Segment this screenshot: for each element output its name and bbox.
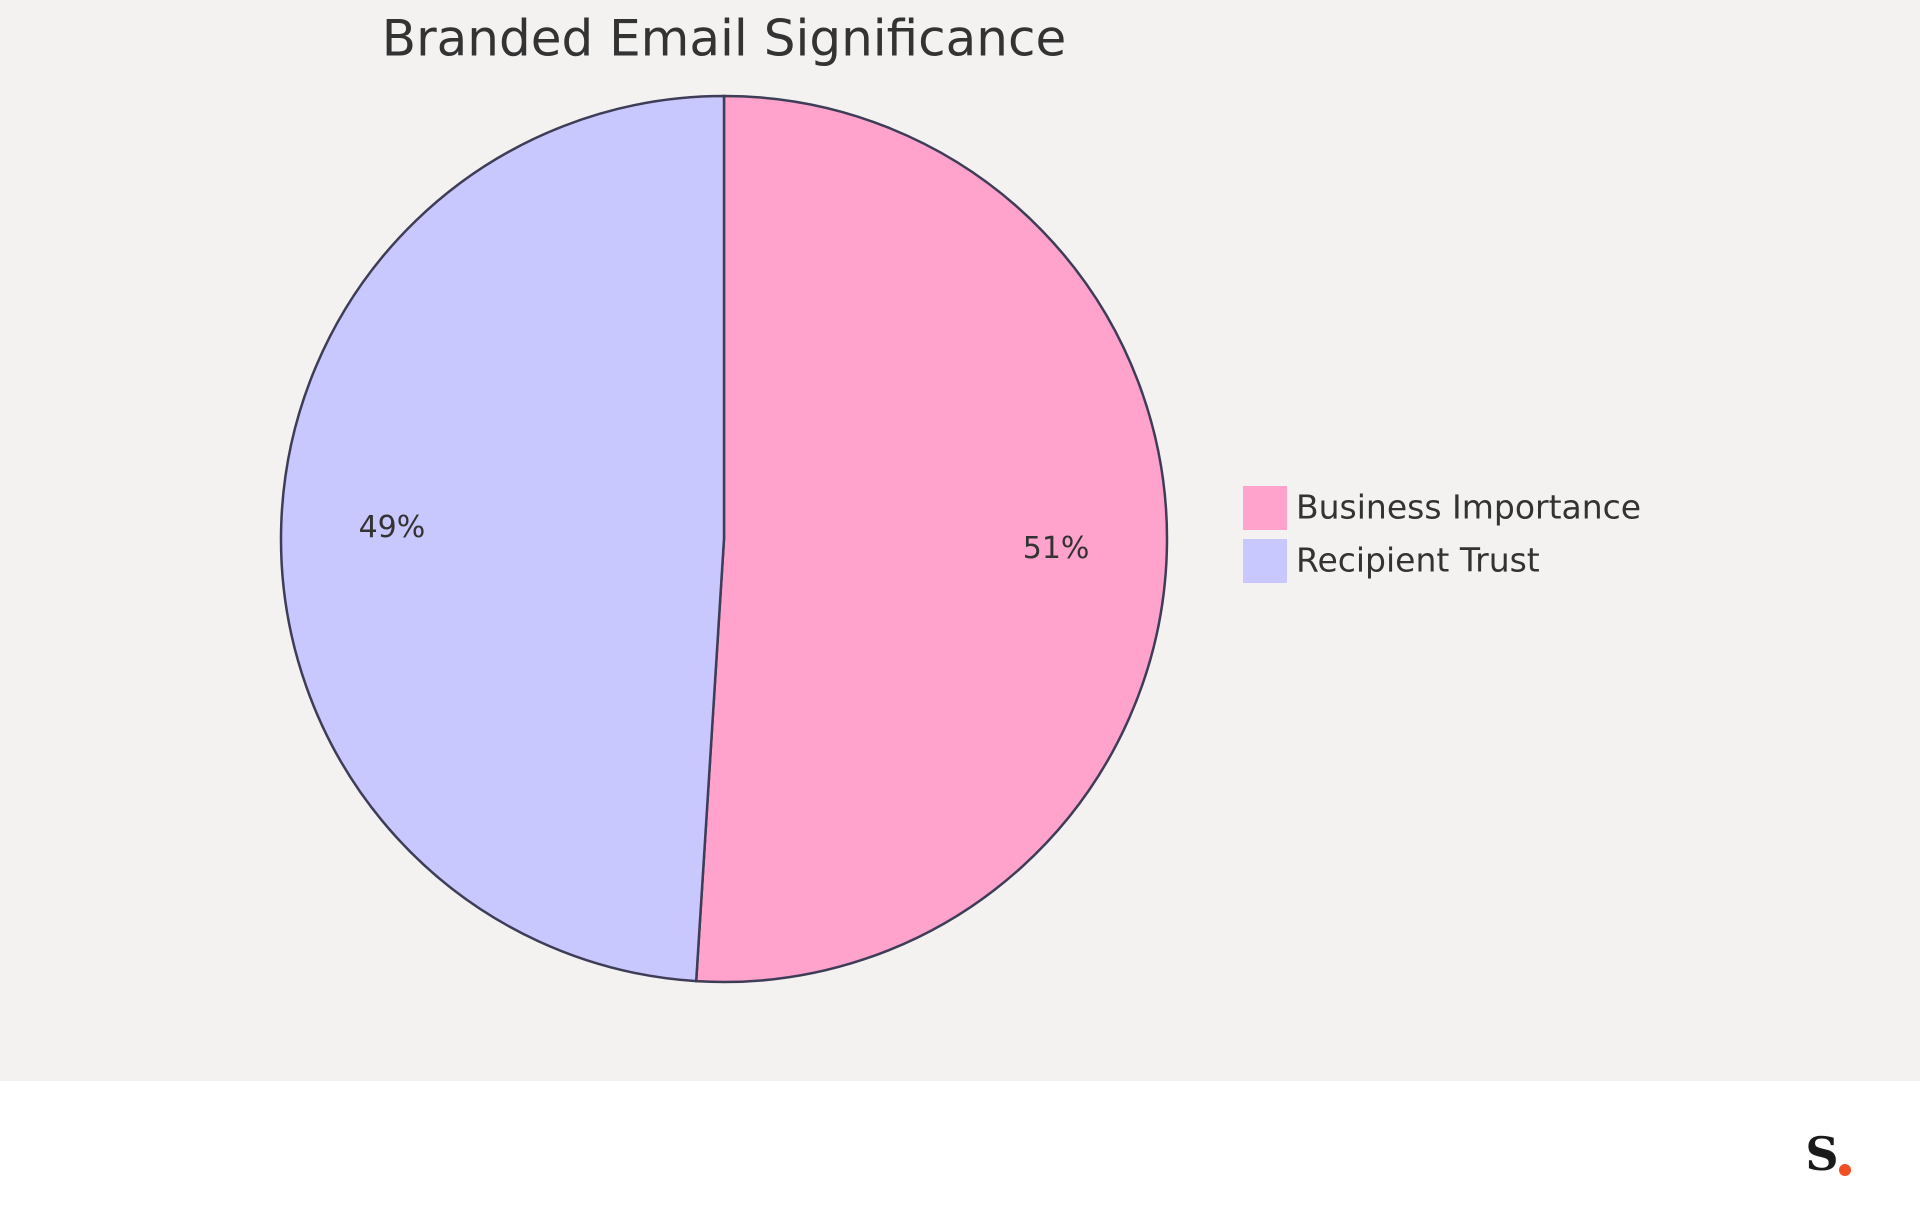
logo-dot [1839,1164,1851,1176]
legend-swatch [1243,486,1287,530]
legend-label: Recipient Trust [1296,541,1540,580]
legend-label: Business Importance [1296,488,1641,527]
pie-slice [694,94,1169,984]
slice-label: 51% [1023,531,1090,566]
logo: S [1805,1127,1838,1181]
pie-slice [279,94,726,983]
slice-label: 49% [359,510,426,545]
legend-swatch [1243,539,1287,583]
chart-title: Branded Email Significance [382,10,1066,68]
